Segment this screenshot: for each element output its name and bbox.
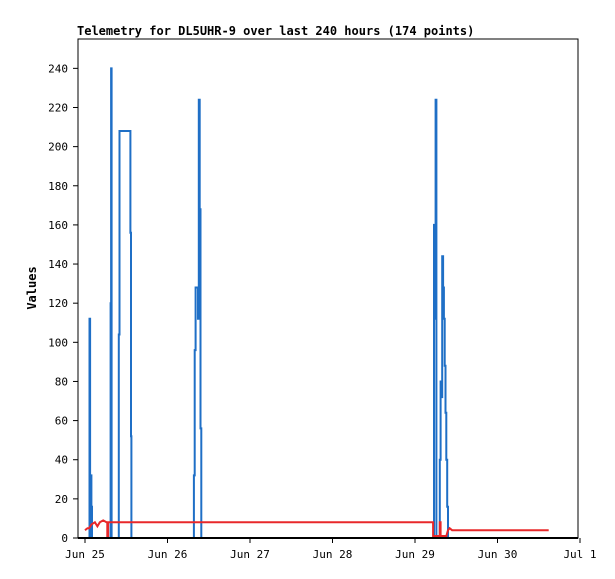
y-tick-label: 40: [55, 454, 68, 467]
x-tick-label: Jun 28: [313, 548, 353, 561]
y-tick-label: 100: [48, 336, 68, 349]
y-tick-label: 60: [55, 415, 68, 428]
y-tick-label: 120: [48, 297, 68, 310]
x-tick-label: Jun 27: [230, 548, 270, 561]
chart-title: Telemetry for DL5UHR-9 over last 240 hou…: [77, 24, 474, 38]
series-line-2: [84, 519, 549, 539]
y-axis-ticks: 0 20 40 60 80 100 120 140 160 180 200 220 240: [48, 62, 78, 545]
plot-frame: [77, 38, 579, 539]
x-tick-label: Jun 29: [395, 548, 435, 561]
y-tick-label: 160: [48, 219, 68, 232]
y-tick-label: 140: [48, 258, 68, 271]
y-tick-label: 220: [48, 101, 68, 114]
y-tick-label: 180: [48, 180, 68, 193]
y-tick-label: 0: [61, 532, 68, 545]
y-tick-label: 200: [48, 141, 68, 154]
y-tick-label: 80: [55, 375, 68, 388]
x-tick-label: Jun 26: [148, 548, 188, 561]
y-tick-label: 20: [55, 493, 68, 506]
series-line-1: [85, 67, 549, 539]
y-axis-label: Values: [25, 266, 39, 309]
x-tick-label: Jun 30: [478, 548, 518, 561]
y-tick-label: 240: [48, 62, 68, 75]
x-tick-label: Jun 25: [65, 548, 105, 561]
series-layer: [84, 67, 549, 539]
x-axis-ticks: Jun 25 Jun 26 Jun 27 Jun 28 Jun 29 Jun 30 Jul …: [65, 538, 597, 561]
x-tick-label: Jul 1: [563, 548, 596, 561]
